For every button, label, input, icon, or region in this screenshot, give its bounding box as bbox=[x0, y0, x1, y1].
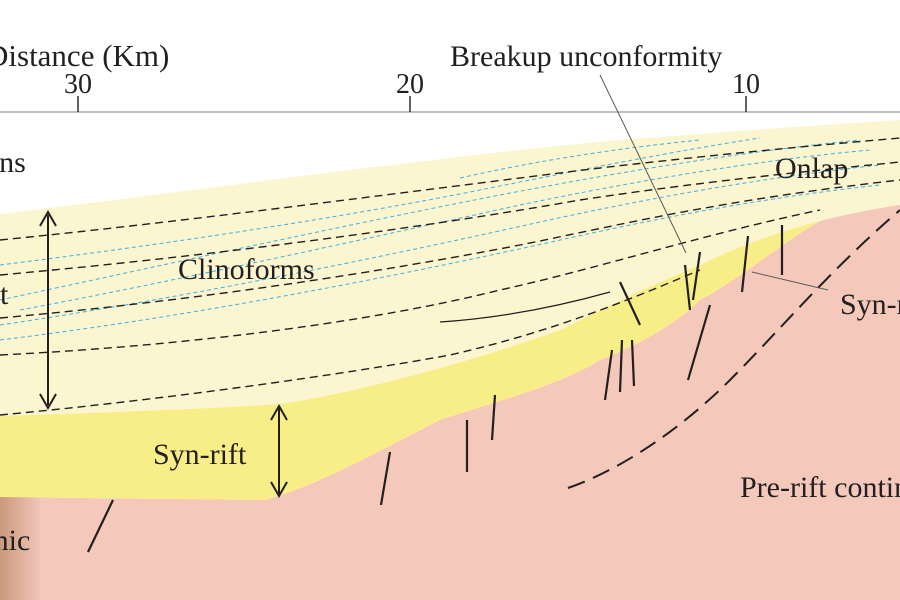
fault-7 bbox=[630, 339, 636, 387]
post-rift-side-label: Post-rift bbox=[0, 278, 9, 311]
fault-4 bbox=[490, 394, 497, 441]
fault-5 bbox=[603, 349, 614, 401]
onlap-label: Onlap bbox=[775, 152, 848, 185]
post-rift-formations-label: Post-rift formations bbox=[0, 146, 26, 179]
fault-6 bbox=[618, 339, 624, 393]
tick-label-30: 30 bbox=[64, 69, 92, 100]
pre-rift-basement bbox=[0, 195, 900, 600]
horizon-line-2 bbox=[0, 161, 900, 276]
pre-rift-label: Pre-rift continental crust bbox=[740, 471, 900, 504]
syn-rift-layer bbox=[0, 195, 900, 500]
clinoform-line-5 bbox=[459, 139, 701, 179]
normal-faults bbox=[87, 225, 784, 553]
horizon-line-4 bbox=[0, 209, 821, 356]
fault-12 bbox=[740, 235, 750, 293]
horizon-line-1 bbox=[0, 137, 900, 241]
fault-11 bbox=[691, 251, 702, 301]
clinoform-line-2 bbox=[0, 139, 861, 301]
fault-2 bbox=[379, 451, 392, 506]
tick-label-20: 20 bbox=[396, 69, 424, 100]
detachment-fault bbox=[567, 209, 900, 489]
breakup-unconformity-surface bbox=[439, 291, 611, 323]
breakup-label: Breakup unconformity bbox=[450, 40, 722, 73]
axis-ticks bbox=[77, 96, 747, 112]
clinoform-line-4 bbox=[0, 137, 761, 266]
oceanic-crust-shading bbox=[0, 497, 42, 600]
clinoform-lines bbox=[0, 137, 881, 341]
clinoform-line-1 bbox=[19, 149, 871, 311]
clinoform-line-6 bbox=[0, 184, 881, 341]
syn-rift-right-leader-line bbox=[751, 271, 829, 291]
fault-1 bbox=[87, 499, 114, 553]
post-rift-thickness-arrow bbox=[39, 209, 57, 411]
oceanic-label: Oceanic bbox=[0, 524, 30, 557]
fault-10 bbox=[683, 264, 692, 311]
horizon-line-5 bbox=[0, 269, 701, 416]
syn-rift-main-label: Syn-rift bbox=[153, 438, 247, 471]
axis-title: Distance (Km) bbox=[0, 38, 169, 73]
horizon-line-3 bbox=[0, 179, 900, 319]
fault-8 bbox=[619, 281, 641, 326]
horizon-lines bbox=[0, 137, 900, 416]
tick-label-10: 10 bbox=[732, 69, 760, 100]
clinoform-line-3 bbox=[0, 164, 881, 326]
syn-rift-thickness-arrow bbox=[270, 403, 288, 499]
syn-rift-right-label: Syn-rift bbox=[840, 288, 900, 321]
clinoforms-label: Clinoforms bbox=[178, 253, 315, 286]
post-rift-layer bbox=[0, 120, 900, 416]
fault-9 bbox=[686, 304, 712, 381]
breakup-leader-line bbox=[599, 74, 687, 254]
